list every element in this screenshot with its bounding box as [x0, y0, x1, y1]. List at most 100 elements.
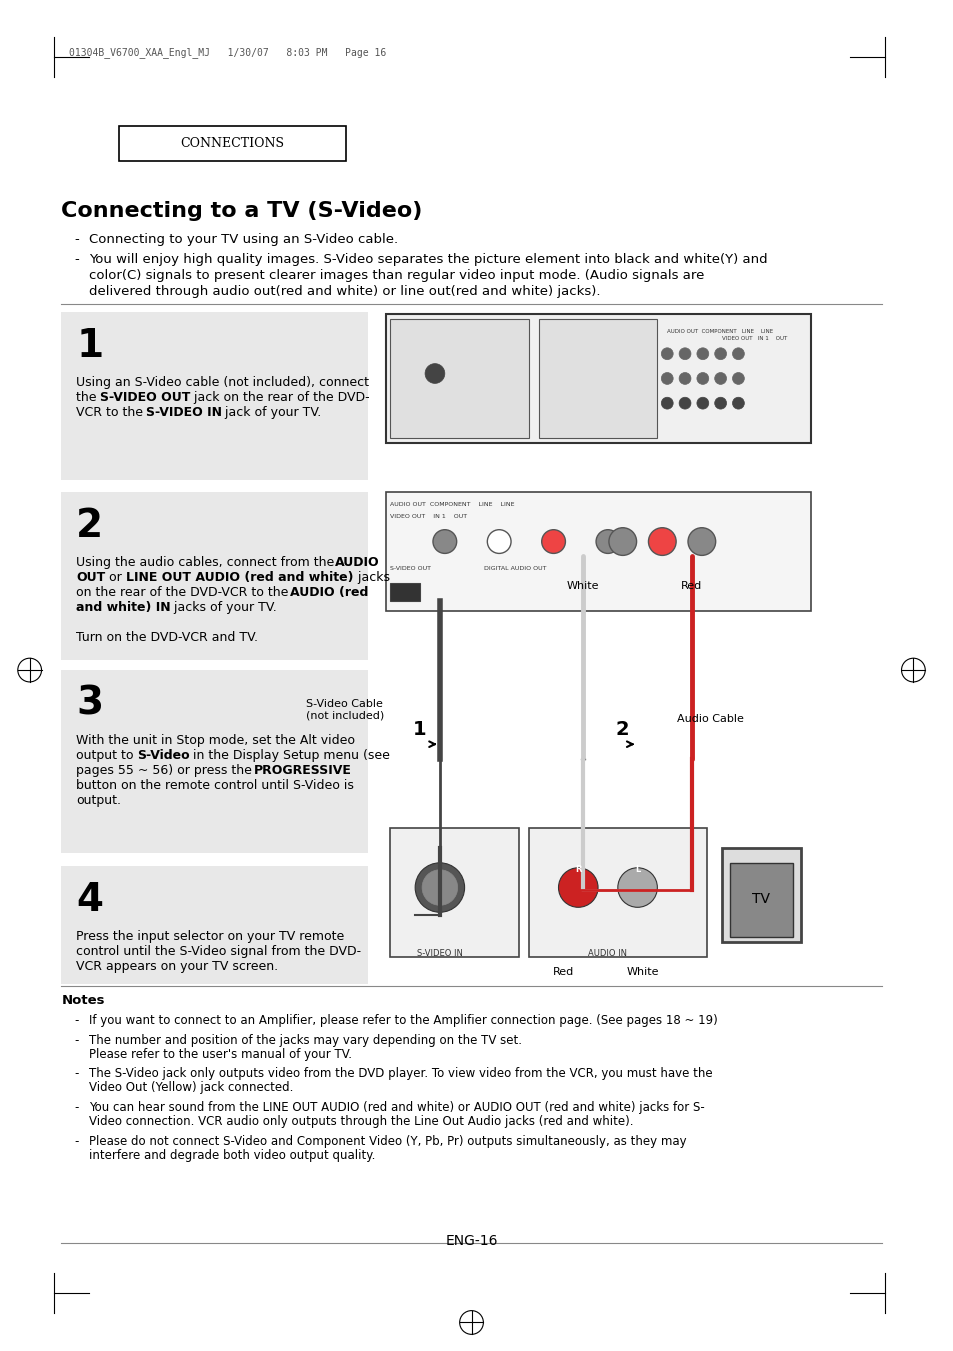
Text: OUT: OUT	[76, 571, 105, 584]
Circle shape	[679, 347, 690, 359]
Text: 4: 4	[76, 881, 103, 919]
Text: S-VIDEO IN: S-VIDEO IN	[416, 948, 462, 958]
Text: Notes: Notes	[61, 994, 105, 1008]
Text: If you want to connect to an Amplifier, please refer to the Amplifier connection: If you want to connect to an Amplifier, …	[89, 1015, 717, 1027]
Bar	[61, 312, 367, 480]
Text: -: -	[74, 1034, 78, 1047]
Text: S-VIDEO IN: S-VIDEO IN	[146, 407, 222, 419]
Circle shape	[697, 347, 708, 359]
Text: ENG-16: ENG-16	[445, 1233, 497, 1247]
Circle shape	[415, 863, 464, 912]
Text: L: L	[635, 865, 639, 874]
Text: Connecting to a TV (S-Video): Connecting to a TV (S-Video)	[61, 200, 422, 220]
Text: output to: output to	[76, 750, 137, 762]
Text: Please refer to the user's manual of your TV.: Please refer to the user's manual of you…	[89, 1047, 352, 1061]
Text: Turn on the DVD-VCR and TV.: Turn on the DVD-VCR and TV.	[76, 631, 258, 643]
Bar	[118, 127, 346, 161]
Circle shape	[732, 373, 743, 385]
Circle shape	[596, 530, 619, 554]
Text: LINE OUT AUDIO (red and white): LINE OUT AUDIO (red and white)	[126, 571, 353, 584]
Text: White: White	[566, 581, 598, 592]
Text: the: the	[76, 392, 100, 404]
Bar	[390, 584, 419, 601]
Text: AUDIO IN: AUDIO IN	[588, 948, 627, 958]
Circle shape	[660, 347, 673, 359]
Bar	[61, 492, 367, 661]
Text: Connecting to your TV using an S-Video cable.: Connecting to your TV using an S-Video c…	[89, 234, 397, 246]
Circle shape	[679, 373, 690, 385]
Circle shape	[608, 528, 636, 555]
Bar	[61, 670, 367, 852]
Circle shape	[648, 528, 676, 555]
Text: -: -	[74, 234, 79, 246]
Text: -: -	[74, 1135, 78, 1147]
Text: 2: 2	[616, 720, 629, 739]
Text: The number and position of the jacks may vary depending on the TV set.: The number and position of the jacks may…	[89, 1034, 521, 1047]
Text: CONNECTIONS: CONNECTIONS	[180, 136, 284, 150]
Text: -: -	[74, 1101, 78, 1115]
Circle shape	[558, 867, 598, 908]
Text: AUDIO: AUDIO	[335, 557, 379, 569]
Bar	[390, 319, 528, 438]
Text: DIGITAL AUDIO OUT: DIGITAL AUDIO OUT	[484, 566, 546, 571]
Text: and white) IN: and white) IN	[76, 601, 171, 613]
Text: TV: TV	[751, 893, 769, 907]
Text: Red: Red	[680, 581, 701, 592]
Text: AUDIO OUT  COMPONENT   LINE    LINE: AUDIO OUT COMPONENT LINE LINE	[666, 330, 773, 334]
Text: S-VIDEO OUT: S-VIDEO OUT	[390, 566, 431, 571]
Text: jacks of your TV.: jacks of your TV.	[170, 601, 276, 613]
Circle shape	[697, 397, 708, 409]
Text: Press the input selector on your TV remote: Press the input selector on your TV remo…	[76, 929, 344, 943]
Text: Video connection. VCR audio only outputs through the Line Out Audio jacks (red a: Video connection. VCR audio only outputs…	[89, 1115, 633, 1128]
Text: interfere and degrade both video output quality.: interfere and degrade both video output …	[89, 1148, 375, 1162]
Bar	[538, 319, 657, 438]
Text: VIDEO OUT   IN 1    OUT: VIDEO OUT IN 1 OUT	[720, 336, 786, 340]
Text: VIDEO OUT    IN 1    OUT: VIDEO OUT IN 1 OUT	[390, 513, 467, 519]
Circle shape	[421, 870, 457, 905]
Text: PROGRESSIVE: PROGRESSIVE	[253, 763, 352, 777]
Text: in the Display Setup menu (see: in the Display Setup menu (see	[189, 750, 390, 762]
Text: color(C) signals to present clearer images than regular video input mode. (Audio: color(C) signals to present clearer imag…	[89, 269, 703, 282]
Text: 2: 2	[76, 507, 103, 544]
Text: Video Out (Yellow) jack connected.: Video Out (Yellow) jack connected.	[89, 1081, 293, 1094]
Text: Red: Red	[552, 966, 574, 977]
Text: Audio Cable: Audio Cable	[677, 715, 743, 724]
Text: With the unit in Stop mode, set the Alt video: With the unit in Stop mode, set the Alt …	[76, 735, 355, 747]
Text: -: -	[74, 1015, 78, 1027]
Circle shape	[679, 397, 690, 409]
Text: AUDIO (red: AUDIO (red	[290, 586, 368, 598]
Circle shape	[541, 530, 565, 554]
Circle shape	[660, 397, 673, 409]
Circle shape	[714, 397, 726, 409]
Text: VCR appears on your TV screen.: VCR appears on your TV screen.	[76, 959, 278, 973]
Text: 1: 1	[76, 327, 103, 365]
Bar	[528, 828, 706, 957]
Text: Using the audio cables, connect from the: Using the audio cables, connect from the	[76, 557, 338, 569]
Text: You can hear sound from the LINE OUT AUDIO (red and white) or AUDIO OUT (red and: You can hear sound from the LINE OUT AUD…	[89, 1101, 704, 1115]
Text: R: R	[575, 865, 581, 874]
Text: -: -	[74, 1067, 78, 1081]
Text: or: or	[105, 571, 126, 584]
Bar	[390, 828, 518, 957]
Bar	[729, 863, 792, 938]
Text: Please do not connect S-Video and Component Video (Y, Pb, Pr) outputs simultaneo: Please do not connect S-Video and Compon…	[89, 1135, 686, 1147]
Circle shape	[732, 397, 743, 409]
Text: S-Video Cable
(not included): S-Video Cable (not included)	[306, 698, 384, 720]
Bar	[385, 492, 810, 611]
Text: S-Video: S-Video	[137, 750, 190, 762]
Circle shape	[687, 528, 715, 555]
Text: S-VIDEO OUT: S-VIDEO OUT	[100, 392, 191, 404]
Text: pages 55 ~ 56) or press the: pages 55 ~ 56) or press the	[76, 763, 255, 777]
Text: jack on the rear of the DVD-: jack on the rear of the DVD-	[190, 392, 369, 404]
Text: 1: 1	[413, 720, 427, 739]
Text: White: White	[625, 966, 659, 977]
Text: VCR to the: VCR to the	[76, 407, 147, 419]
Text: -: -	[74, 253, 79, 266]
Text: jack of your TV.: jack of your TV.	[221, 407, 321, 419]
Bar	[385, 315, 810, 443]
Bar	[720, 848, 800, 942]
Circle shape	[714, 373, 726, 385]
Text: You will enjoy high quality images. S-Video separates the picture element into b: You will enjoy high quality images. S-Vi…	[89, 253, 767, 266]
Text: 3: 3	[76, 685, 103, 723]
Text: output.: output.	[76, 793, 121, 807]
